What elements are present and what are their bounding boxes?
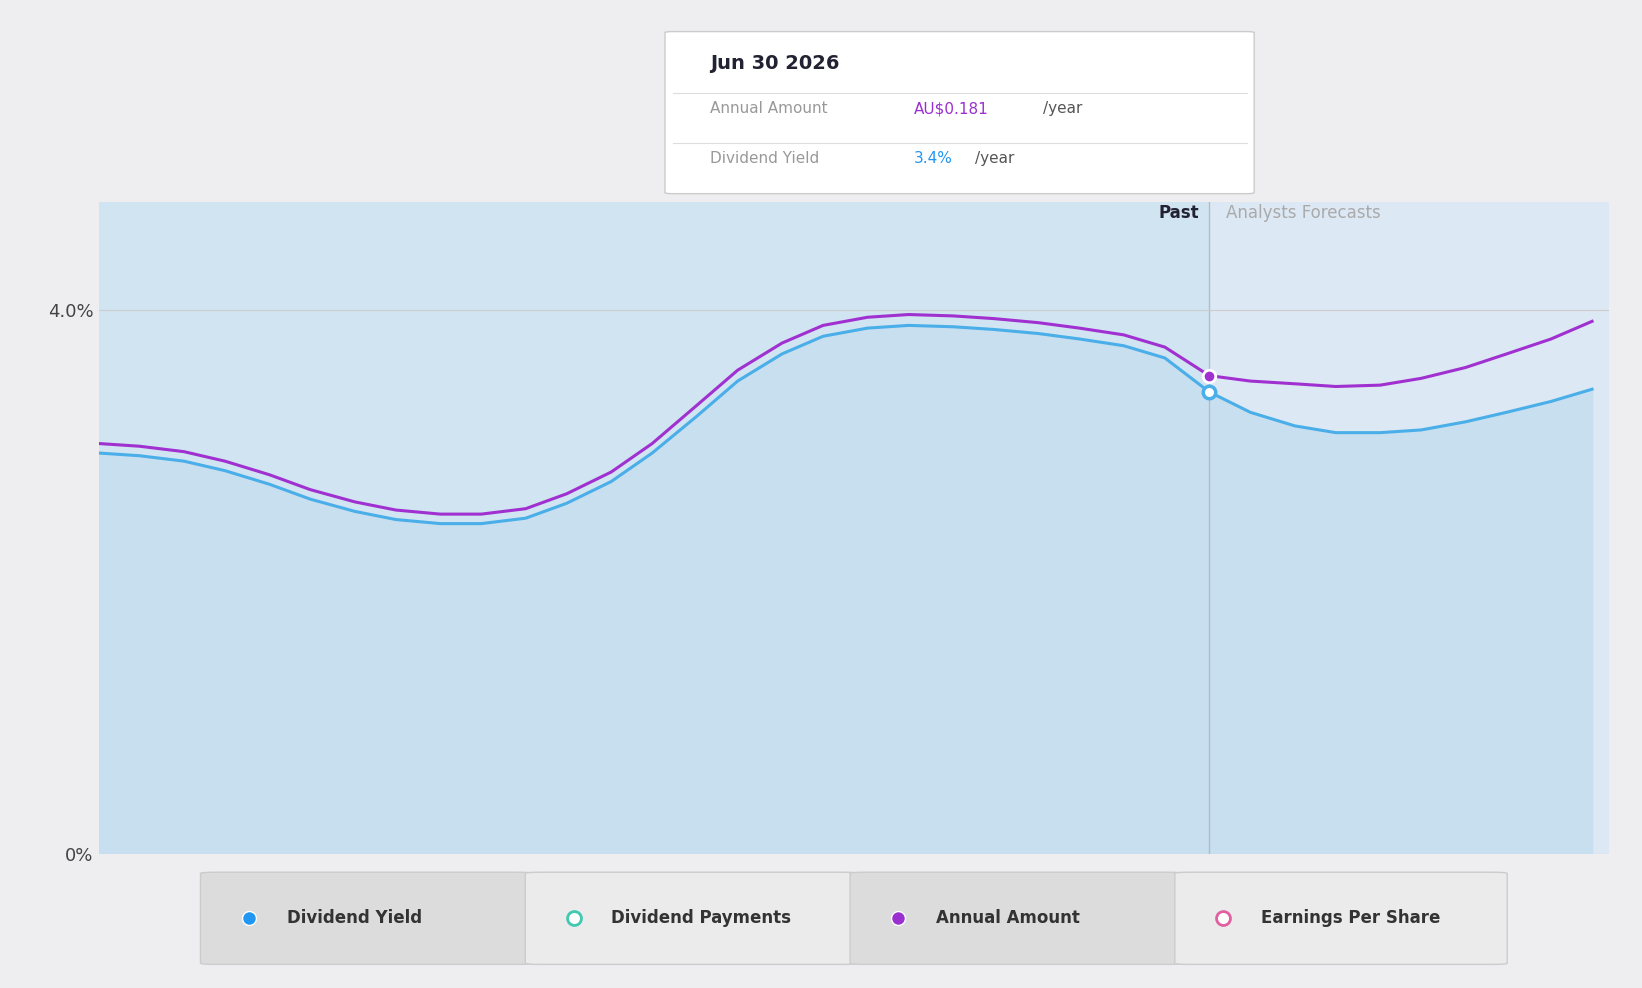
Bar [99, 202, 1209, 854]
Text: /year: /year [975, 151, 1015, 166]
Text: Annual Amount: Annual Amount [711, 102, 828, 117]
Text: Past: Past [1158, 205, 1199, 222]
Text: 3.4%: 3.4% [915, 151, 952, 166]
Text: Annual Amount: Annual Amount [936, 909, 1080, 928]
FancyBboxPatch shape [525, 872, 857, 964]
Text: AU$0.181: AU$0.181 [915, 102, 988, 117]
Text: Analysts Forecasts: Analysts Forecasts [1227, 205, 1381, 222]
Text: Jun 30 2026: Jun 30 2026 [711, 54, 839, 73]
Text: Dividend Payments: Dividend Payments [611, 909, 791, 928]
Bar [1209, 202, 1609, 854]
Text: Dividend Yield: Dividend Yield [711, 151, 819, 166]
FancyBboxPatch shape [665, 32, 1254, 194]
FancyBboxPatch shape [1174, 872, 1507, 964]
Text: /year: /year [1043, 102, 1082, 117]
FancyBboxPatch shape [200, 872, 532, 964]
Text: Dividend Yield: Dividend Yield [287, 909, 422, 928]
FancyBboxPatch shape [851, 872, 1182, 964]
Text: Earnings Per Share: Earnings Per Share [1261, 909, 1440, 928]
